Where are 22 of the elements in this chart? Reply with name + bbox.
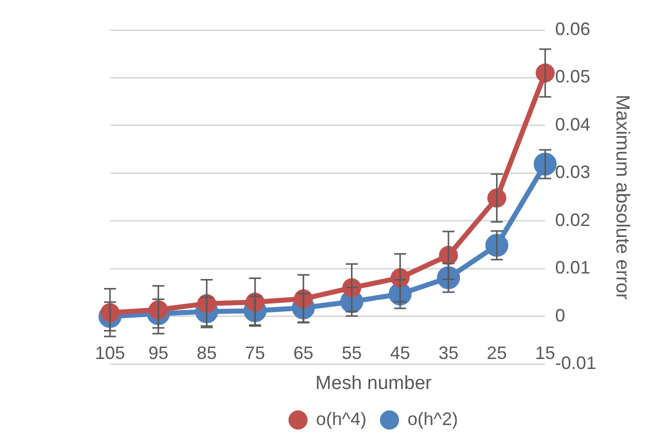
x-tick-label: 85 xyxy=(196,343,217,364)
x-tick-label: 95 xyxy=(148,343,168,364)
x-tick-label: 15 xyxy=(535,343,556,364)
y-tick-label: 0.03 xyxy=(555,162,590,182)
y-tick-label: 0.02 xyxy=(555,210,590,230)
y-tick-label: -0.01 xyxy=(555,353,596,374)
y-tick-label: 0.05 xyxy=(555,66,590,87)
x-tick-label: 45 xyxy=(390,343,410,364)
y-tick-label: 0 xyxy=(555,305,566,326)
y-tick-label: 0.01 xyxy=(555,258,590,278)
legend-label: o(h^2) xyxy=(408,408,458,429)
y-tick-label: 0.04 xyxy=(555,114,590,134)
x-tick-label: 105 xyxy=(94,343,126,364)
x-tick-label: 55 xyxy=(342,343,362,364)
x-tick-label: 65 xyxy=(293,343,314,364)
y-tick-label: 0.06 xyxy=(555,18,590,39)
x-axis-title: Mesh number xyxy=(315,372,432,394)
x-tick-label: 35 xyxy=(438,343,458,364)
x-tick-label: 25 xyxy=(486,343,507,364)
legend-label: o(h^4) xyxy=(316,408,366,429)
x-tick-label: 75 xyxy=(245,343,266,364)
y-axis-title: Maximum absolute error xyxy=(611,94,632,300)
